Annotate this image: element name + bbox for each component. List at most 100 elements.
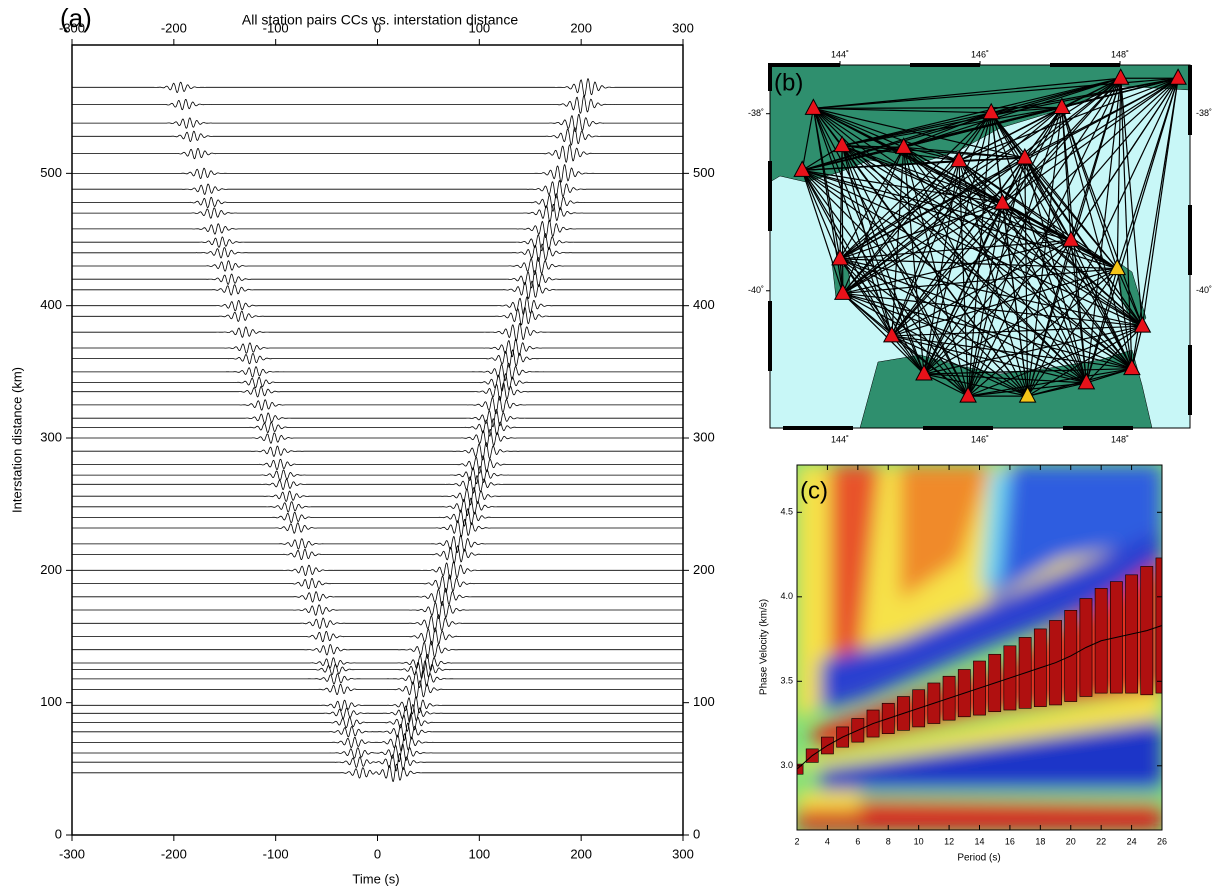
ray-path	[891, 147, 905, 336]
y-tick-label: 3.0	[780, 760, 793, 770]
x-tick-label: 0	[374, 846, 381, 861]
trace	[72, 180, 683, 199]
trace	[72, 362, 683, 381]
ray-path	[923, 373, 1028, 397]
x-tick-label: 300	[672, 846, 694, 861]
x-tick-label: 26	[1157, 836, 1167, 846]
station	[1123, 358, 1141, 376]
ray-path	[839, 258, 1143, 327]
y-tick-label: 3.5	[780, 676, 793, 686]
trace	[72, 713, 683, 732]
ray-path	[842, 292, 1143, 327]
ray-path	[842, 292, 1028, 397]
x-tick-label: 20	[1066, 836, 1076, 846]
y-tick-label: 500	[40, 165, 62, 180]
trace	[72, 545, 683, 564]
y-axis-label: Phase Velocity (km/s)	[759, 599, 770, 695]
ray-path	[923, 77, 1122, 375]
ray-path	[923, 268, 1118, 375]
trace	[72, 442, 683, 461]
x-axis-label: Period (s)	[957, 853, 1000, 864]
ray-path	[842, 144, 1025, 159]
ray-path	[839, 112, 992, 260]
station	[1062, 230, 1080, 247]
trace	[72, 323, 683, 342]
trace	[72, 373, 683, 392]
trace	[72, 680, 683, 699]
trace	[72, 561, 683, 580]
ray-path	[903, 77, 1121, 148]
ray-path	[842, 202, 1003, 294]
ray-path	[1116, 78, 1179, 269]
trace	[72, 78, 683, 97]
ray-path	[991, 106, 1062, 114]
trace	[72, 574, 683, 593]
trace	[72, 614, 683, 633]
ray-path	[923, 160, 960, 375]
trace	[72, 753, 683, 772]
trace	[72, 382, 683, 401]
trace	[72, 763, 683, 783]
station	[1108, 258, 1127, 276]
y-tick-label: -40˚	[748, 285, 764, 295]
trace	[72, 653, 683, 673]
ray-path	[1085, 78, 1179, 384]
trace	[72, 669, 683, 688]
ray-path	[1120, 78, 1143, 327]
station	[1133, 316, 1152, 333]
x-axis-label: Time (s)	[352, 871, 399, 886]
trace	[72, 534, 683, 553]
ray-path	[842, 292, 925, 375]
ray-path	[801, 169, 1133, 370]
x-tick-label: -200	[161, 20, 187, 35]
trace	[72, 349, 683, 368]
y-axis-label: Interstation distance (km)	[9, 367, 24, 513]
y-tick-label: 100	[40, 694, 62, 709]
trace	[72, 455, 683, 474]
trace	[72, 518, 683, 538]
ray-path	[1024, 157, 1133, 369]
ray-path	[1002, 202, 1118, 270]
trace	[72, 203, 683, 223]
panel-label: (c)	[800, 477, 828, 504]
ray-path	[839, 258, 1118, 270]
y-tick-label: 4.5	[780, 507, 793, 517]
trace	[72, 497, 683, 516]
ray-path	[842, 107, 1063, 294]
trace	[72, 256, 683, 276]
ray-path	[813, 107, 904, 148]
ray-path	[839, 77, 1122, 260]
ray-path	[1001, 107, 1063, 204]
trace	[72, 409, 683, 428]
trace	[72, 164, 683, 183]
trace	[72, 660, 683, 679]
y-tick-label: 300	[40, 429, 62, 444]
y-tick-label: 200	[693, 562, 715, 577]
ray-path	[1024, 157, 1143, 327]
dispersion-image	[797, 465, 1162, 830]
x-tick-label: 100	[468, 846, 490, 861]
ray-path	[839, 258, 1087, 384]
chart-title: All station pairs CCs vs. interstation d…	[242, 12, 518, 28]
ray-path	[891, 157, 1026, 337]
ray-path	[801, 170, 925, 375]
ray-path	[923, 112, 992, 375]
ray-path	[1024, 157, 1072, 241]
x-tick-label: 22	[1096, 836, 1106, 846]
x-tick-label: -100	[263, 20, 289, 35]
ray-path	[1085, 78, 1122, 383]
x-tick-label: 12	[944, 836, 954, 846]
x-tick-label: 148˚	[1111, 434, 1129, 444]
x-tick-label: 146˚	[971, 49, 989, 59]
station	[831, 248, 849, 266]
x-tick-label: 8	[886, 836, 891, 846]
x-tick-label: 148˚	[1111, 49, 1129, 59]
trace	[72, 487, 683, 506]
ray-path	[842, 112, 992, 294]
plot-frame	[71, 44, 684, 836]
dispersion-curve	[796, 625, 1163, 770]
trace	[72, 307, 683, 326]
trace	[72, 722, 683, 741]
ray-paths	[801, 77, 1179, 397]
